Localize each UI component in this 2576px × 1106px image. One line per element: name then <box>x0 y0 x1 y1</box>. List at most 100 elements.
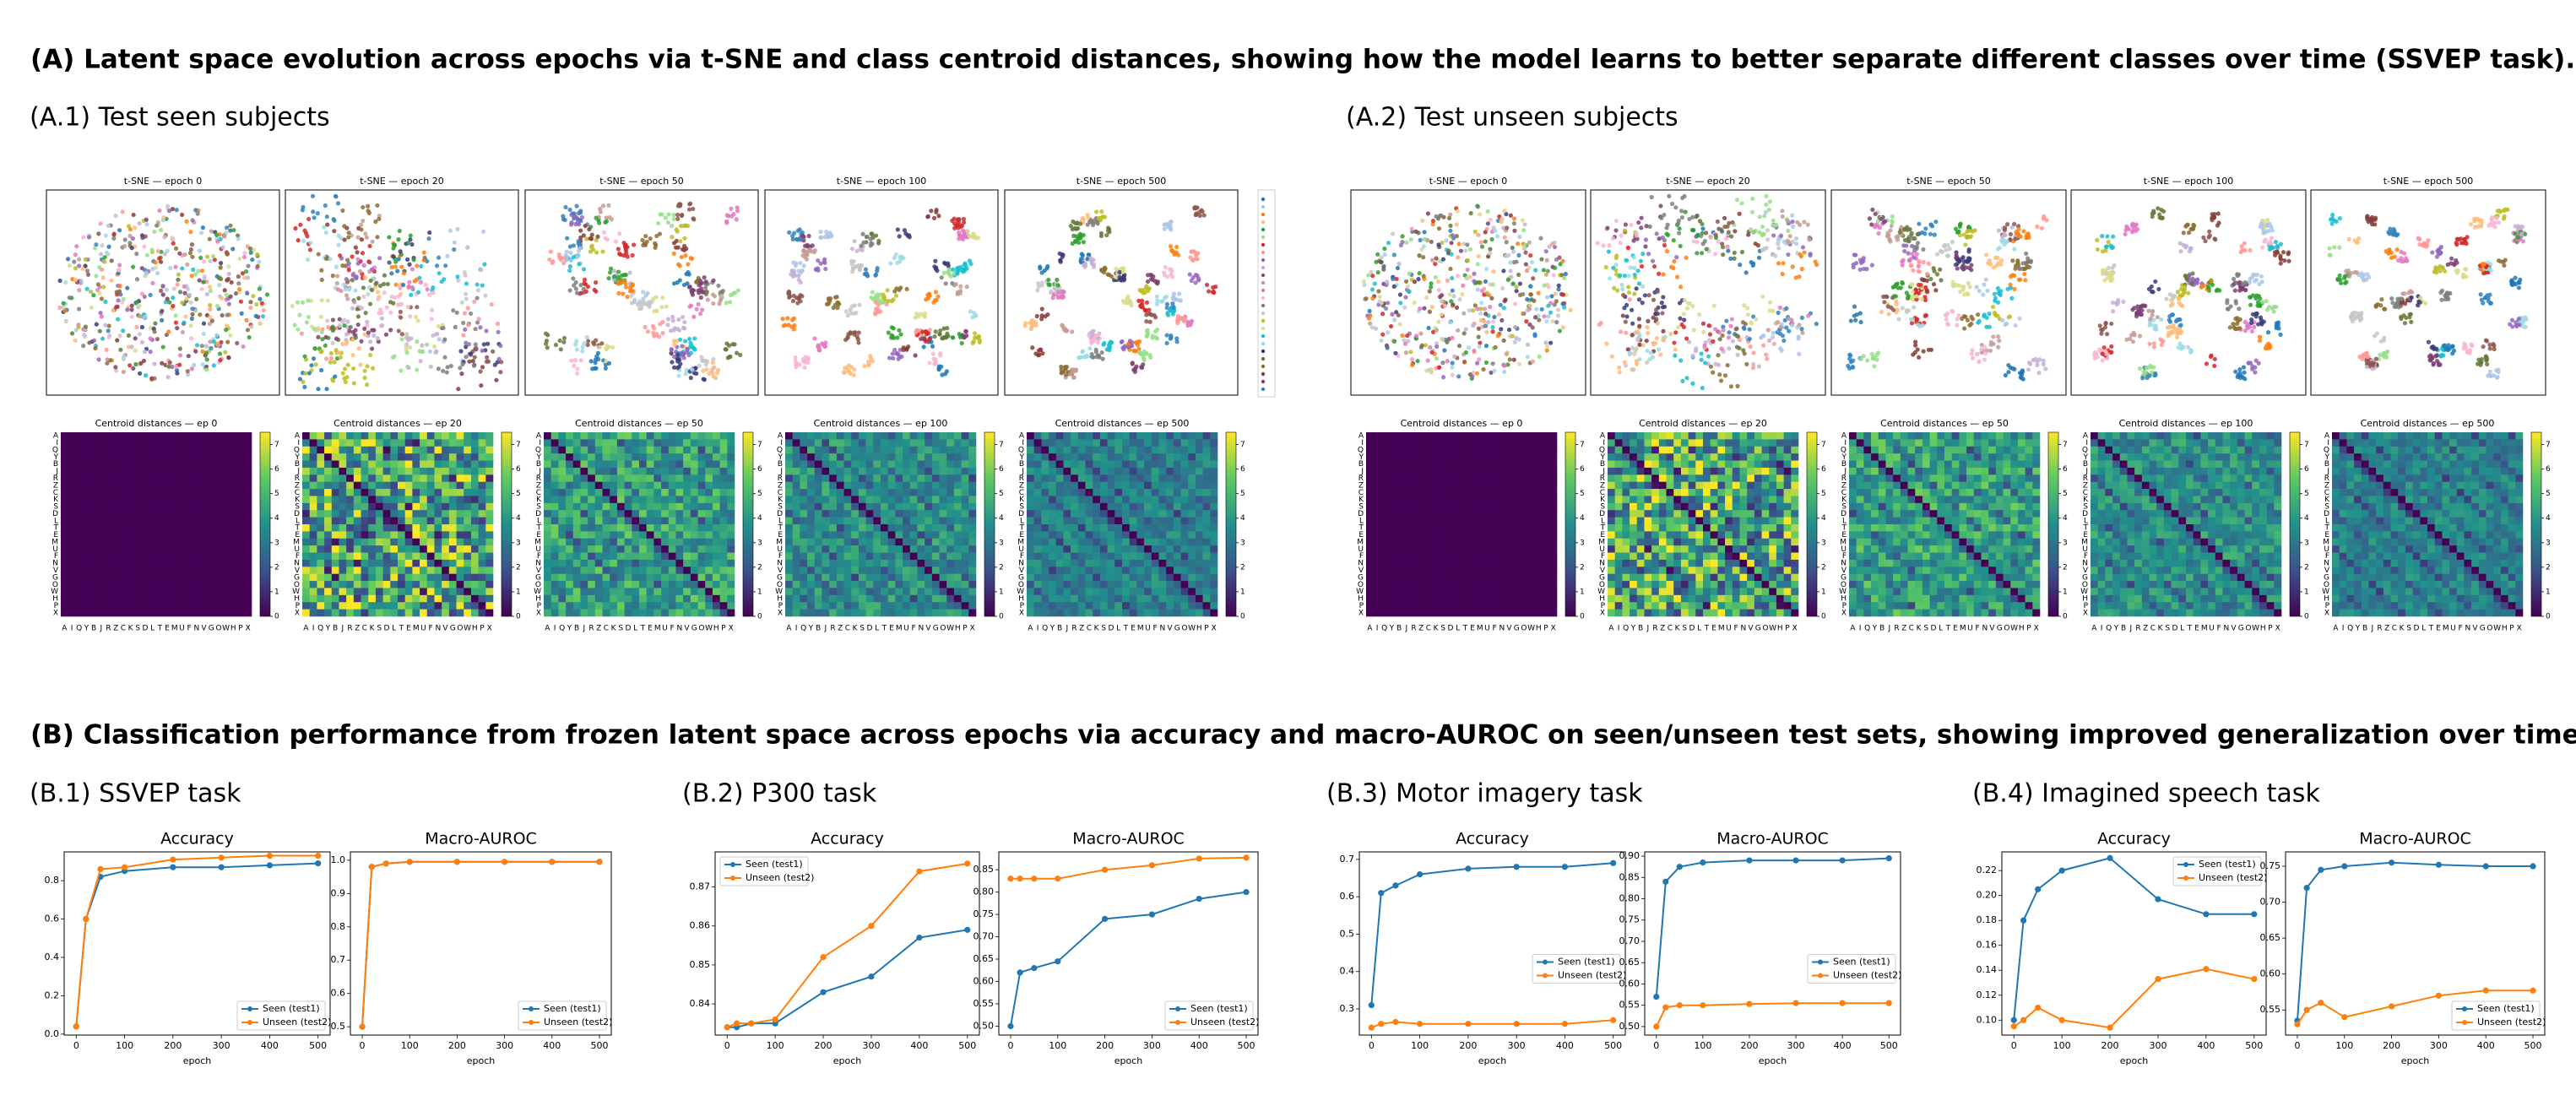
tsne-point <box>1457 297 1462 302</box>
tsne-point <box>1483 230 1488 235</box>
tsne-point <box>1654 336 1660 341</box>
tsne-point <box>1522 242 1528 247</box>
tsne-point <box>671 216 676 222</box>
tsne-point <box>1465 258 1471 263</box>
tsne-point <box>1178 298 1183 303</box>
tsne-point <box>2274 321 2280 326</box>
tsne-point <box>1501 306 1506 311</box>
tsne-point <box>607 270 613 275</box>
tsne-point <box>1621 292 1626 298</box>
tsne-point <box>1955 266 1960 271</box>
tsne-point <box>571 276 576 281</box>
tsne-point <box>606 276 611 281</box>
tsne-point <box>1089 261 1094 266</box>
tsne-point <box>464 296 469 301</box>
tsne-point <box>889 325 894 330</box>
tsne-point <box>1204 282 1210 288</box>
tsne-point <box>1479 301 1484 306</box>
tsne-point <box>790 236 795 242</box>
tsne-point <box>1916 263 1921 268</box>
tsne-point <box>1067 371 1073 377</box>
tsne-point <box>1429 350 1434 355</box>
tsne-point <box>625 245 630 250</box>
tsne-point <box>1076 236 1081 241</box>
tsne-point <box>1947 247 1952 252</box>
tsne-point <box>413 314 419 319</box>
tsne-point <box>673 245 679 250</box>
tsne-point <box>2245 322 2250 327</box>
tsne-point <box>781 323 786 328</box>
tsne-point <box>144 252 149 258</box>
tsne-point <box>679 254 684 260</box>
tsne-point <box>2105 234 2110 239</box>
tsne-point <box>1742 326 1747 331</box>
tsne-point <box>405 257 410 262</box>
tsne-point <box>334 194 339 199</box>
tsne-point <box>2217 288 2222 293</box>
tsne-point <box>675 352 681 357</box>
tsne-point <box>889 333 894 338</box>
tsne-point <box>2332 245 2337 250</box>
tsne-point <box>2156 286 2161 292</box>
tsne-point <box>1786 228 1791 234</box>
tsne-point <box>1999 258 2004 263</box>
tsne-point <box>1368 321 1373 326</box>
tsne-point <box>885 288 890 293</box>
tsne-point <box>1782 317 1787 323</box>
tsne-point <box>208 289 214 294</box>
tsne-point <box>1650 258 1656 263</box>
tsne-point <box>371 333 377 338</box>
tsne-point <box>1626 274 1631 279</box>
section-title: (B) Classification performance from froz… <box>30 720 2576 751</box>
tsne-point <box>1945 322 1950 327</box>
tsne-point <box>2213 237 2218 242</box>
tsne-point <box>2269 241 2274 246</box>
tsne-point <box>1733 327 1738 332</box>
tsne-point <box>1104 232 1109 238</box>
tsne-point <box>1988 348 1993 354</box>
tsne-point <box>921 344 926 350</box>
tsne-point <box>1853 317 1858 323</box>
tsne-point <box>1732 256 1737 261</box>
tsne-point <box>1146 288 1151 294</box>
tsne-point <box>290 303 295 309</box>
tsne-point <box>2250 293 2256 298</box>
tsne-point <box>1915 323 1921 328</box>
tsne-legend-marker <box>1261 227 1266 232</box>
tsne-point <box>1485 221 1490 226</box>
tsne-point <box>91 293 96 298</box>
tsne-point <box>242 275 247 280</box>
tsne-legend-marker <box>1261 273 1266 278</box>
tsne-point <box>155 220 160 225</box>
tsne-point <box>843 337 849 343</box>
tsne-point <box>1684 255 1689 260</box>
tsne-point <box>2124 337 2129 342</box>
tsne-point <box>129 314 134 319</box>
tsne-point <box>723 347 728 352</box>
tsne-point <box>2009 225 2015 230</box>
tsne-point <box>388 310 393 315</box>
tsne-point <box>142 350 148 355</box>
tsne-point <box>2278 241 2284 247</box>
tsne-point <box>572 363 577 368</box>
tsne-point <box>418 279 424 285</box>
tsne-point <box>168 265 173 271</box>
tsne-point <box>2252 324 2257 330</box>
tsne-point <box>865 273 870 278</box>
tsne-point <box>236 281 241 286</box>
tsne-point <box>1996 344 2001 350</box>
tsne-point <box>1716 239 1722 244</box>
tsne-point <box>207 321 212 327</box>
tsne-point <box>927 328 932 333</box>
tsne-point <box>129 246 134 251</box>
tsne-point <box>2016 265 2021 271</box>
tsne-point <box>2170 301 2175 306</box>
tsne-point <box>405 305 410 310</box>
tsne-point <box>2208 354 2214 360</box>
tsne-point <box>1632 291 1637 296</box>
tsne-point <box>1102 340 1107 345</box>
tsne-point <box>480 283 485 288</box>
tsne-point <box>1678 316 1683 321</box>
tsne-point <box>676 373 681 378</box>
tsne-point <box>427 349 433 354</box>
